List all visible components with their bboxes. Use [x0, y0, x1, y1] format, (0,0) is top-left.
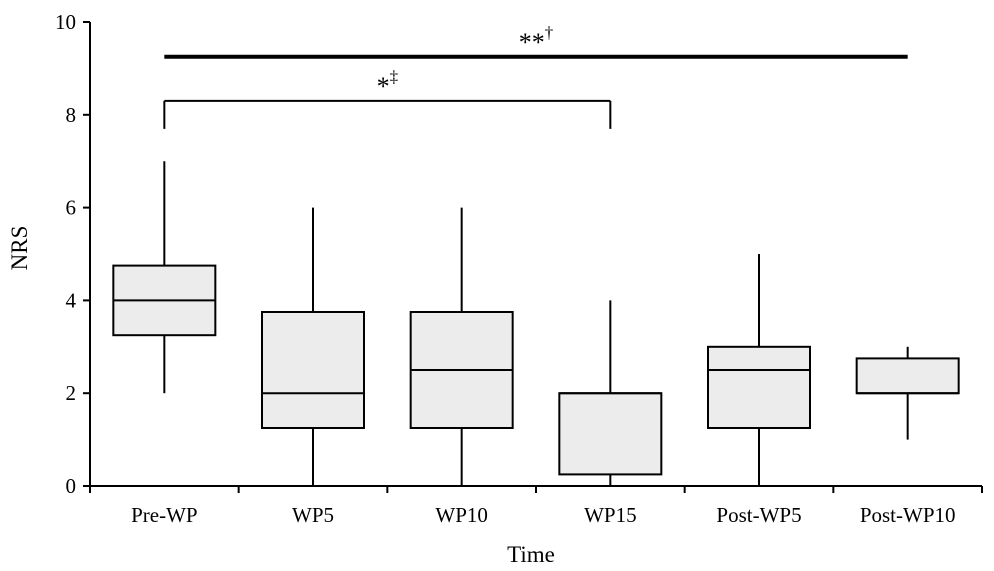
- x-tick-label: WP10: [435, 503, 488, 527]
- iqr-box: [855, 357, 960, 395]
- box-wp15: [558, 300, 663, 486]
- significance-pre-wp-vs-post-wp10: **†: [164, 23, 908, 59]
- y-tick-label: 10: [55, 10, 76, 34]
- y-tick-label: 6: [66, 196, 77, 220]
- x-tick-label: WP15: [584, 503, 637, 527]
- significance-superscript: †: [545, 23, 554, 42]
- significance-annotations: **† *‡: [163, 23, 908, 129]
- box-wp5: [261, 207, 365, 486]
- x-tick-label: Post-WP10: [860, 503, 956, 527]
- significance-label: **†: [519, 23, 554, 57]
- significance-pre-wp-vs-wp15: *‡: [163, 67, 612, 129]
- x-tick-label: Post-WP5: [716, 503, 801, 527]
- iqr-box: [261, 311, 365, 429]
- x-axis-title: Time: [507, 542, 555, 567]
- y-tick-label: 0: [66, 474, 77, 498]
- y-tick-label: 2: [66, 381, 77, 405]
- iqr-box: [558, 392, 663, 476]
- significance-label: *‡: [377, 67, 399, 101]
- box-wp10: [409, 207, 514, 486]
- y-tick-label: 4: [66, 288, 77, 312]
- labels-layer: NRS Time 0 2 4 6 8 10 Pre-WP WP5 WP10 WP15 Post-WP…: [7, 10, 956, 567]
- box-post-wp5: [707, 254, 811, 486]
- iqr-box: [707, 345, 811, 429]
- box-pre-wp: [112, 161, 217, 394]
- x-tick-label: Pre-WP: [131, 503, 198, 527]
- y-tick-label: 8: [66, 103, 77, 127]
- y-axis-title: NRS: [7, 226, 32, 271]
- x-tick-label: WP5: [292, 503, 334, 527]
- box-series: [112, 161, 960, 486]
- box-post-wp10: [855, 346, 960, 440]
- significance-superscript: ‡: [390, 67, 399, 86]
- axes-layer: [83, 21, 983, 493]
